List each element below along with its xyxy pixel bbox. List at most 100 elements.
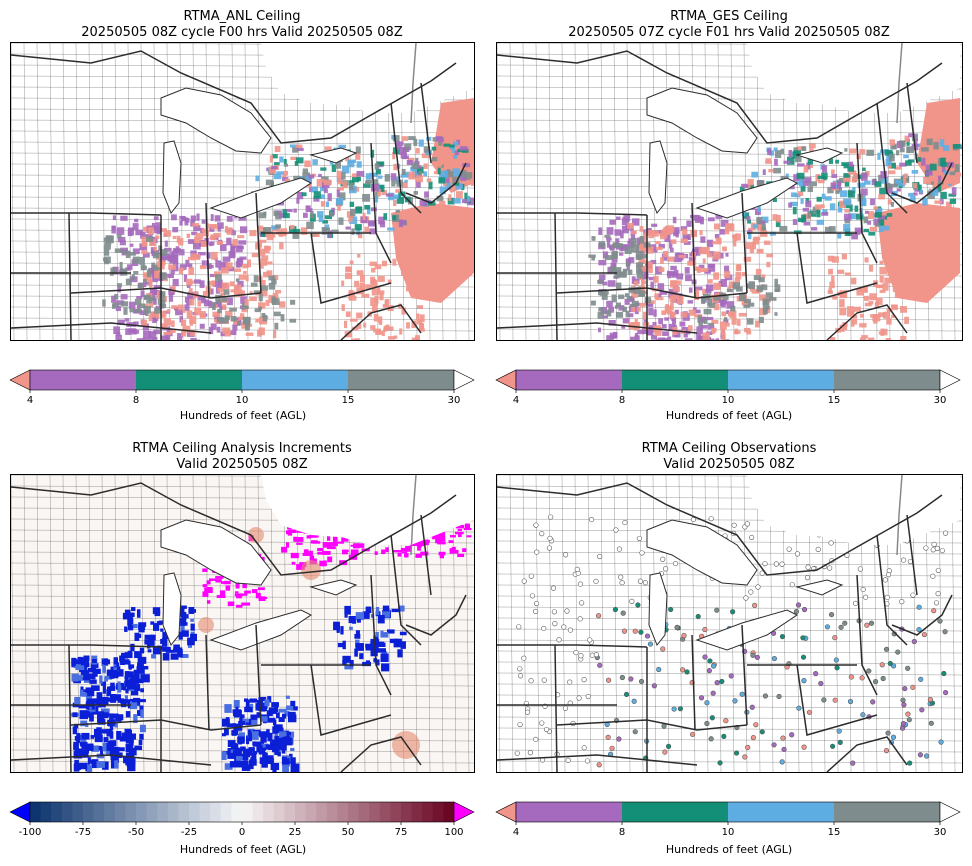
ceiling-cells-cell: [821, 193, 826, 200]
observation-station: [890, 734, 897, 740]
colorbar-over-triangle: [939, 369, 961, 391]
ceiling-cells-cell: [179, 220, 183, 226]
colorbar-increments-svg: -100 -75 -50 -25 0 25 50 75 100: [9, 801, 475, 838]
ceiling-cells-cell: [143, 278, 147, 283]
increment-negative-cell: [109, 740, 117, 747]
ceiling-cells-cell: [196, 213, 200, 221]
increment-positive-cell: [252, 589, 258, 594]
increment-positive-cell: [463, 527, 472, 531]
ceiling-cells-cell: [705, 317, 714, 321]
ceiling-cells-cell: [892, 286, 900, 292]
colorbar-anl: 4 8 10 15 30: [9, 369, 476, 406]
ceiling-cells-cell: [903, 267, 908, 272]
observation-station: [786, 546, 792, 552]
observation-station: [918, 676, 924, 682]
increment-negative-cell: [177, 649, 183, 658]
ceiling-cells-cell: [148, 302, 154, 308]
ceiling-cells-cell: [836, 186, 843, 193]
ceiling-cells-cell: [684, 267, 690, 274]
ceiling-cells-cell: [797, 146, 805, 151]
observation-station: [836, 728, 842, 734]
observation-station: [805, 564, 811, 570]
increment-negative-cell: [281, 749, 286, 754]
ceiling-cells-cell: [697, 315, 703, 323]
ceiling-cells-cell: [280, 314, 285, 322]
ceiling-cells-cell: [885, 158, 892, 167]
colorbar-anl-label: Hundreds of feet (AGL): [179, 409, 307, 422]
ceiling-cells-cell: [276, 210, 282, 215]
ceiling-cells-cell: [949, 170, 957, 176]
ceiling-cells-cell: [289, 144, 298, 148]
ceiling-cells-cell: [292, 232, 300, 239]
ceiling-cells-cell: [302, 168, 309, 174]
increment-negative-cell: [234, 762, 244, 768]
ceiling-cells-cell: [772, 214, 778, 221]
ceiling-cells-cell: [378, 216, 385, 225]
ceiling-cells-cell: [235, 245, 243, 253]
increment-negative-cell: [290, 700, 296, 707]
ceiling-cells-cell: [942, 145, 950, 151]
increment-negative-cell: [400, 641, 406, 649]
ceiling-cells-cell: [139, 310, 148, 316]
increment-negative-cell: [377, 614, 385, 624]
county-line: [88, 43, 93, 340]
ceiling-cells-cell: [639, 225, 644, 232]
observation-station: [905, 665, 911, 671]
river-line: [896, 43, 903, 124]
county-line: [497, 738, 962, 742]
increment-negative-cell: [87, 673, 94, 677]
ceiling-cells-cell: [949, 198, 957, 204]
ceiling-cells-cell: [713, 223, 720, 230]
ceiling-cells-cell: [116, 283, 122, 288]
increment-positive-cell: [437, 541, 446, 545]
observation-station: [527, 750, 533, 756]
ceiling-cells-cell: [201, 260, 206, 268]
observation-station: [546, 545, 553, 551]
ceiling-cells-cell: [237, 235, 245, 239]
ceiling-cells-cell: [911, 169, 919, 174]
county-line: [127, 43, 132, 340]
increment-negative-cell: [109, 694, 117, 703]
observation-station: [556, 637, 562, 643]
ceiling-cells-cell: [742, 212, 750, 219]
increment-positive-cell: [466, 535, 472, 538]
ceiling-cells-cell: [216, 240, 224, 245]
colorbar-segment: [369, 802, 381, 822]
ceiling-cells-cell: [383, 325, 387, 332]
ceiling-cells-cell: [746, 216, 751, 221]
county-line: [535, 43, 540, 340]
ceiling-cells-cell: [284, 163, 289, 167]
ceiling-cells-cell: [847, 190, 855, 198]
increment-positive-cell: [317, 547, 324, 552]
ceiling-cells-cell: [630, 226, 634, 232]
observation-station: [902, 685, 908, 692]
ceiling-cells-cell: [172, 250, 179, 257]
observation-station: [710, 690, 716, 696]
increment-positive-cell: [294, 538, 304, 542]
ceiling-cells-cell: [152, 225, 160, 231]
colorbar-segment: [210, 802, 222, 822]
observation-station: [564, 608, 570, 614]
ceiling-cells-cell: [117, 319, 125, 325]
ceiling-cells-cell: [258, 306, 262, 311]
colorbar-ges: 4 8 10 15 30: [495, 369, 962, 406]
ceiling-cells-cell: [317, 211, 324, 218]
ceiling-cells-cell: [654, 330, 662, 336]
increment-negative-cell: [233, 699, 240, 708]
ceiling-cells-cell: [648, 307, 654, 316]
ceiling-cells-cell: [670, 302, 674, 311]
observation-station: [588, 516, 595, 523]
ceiling-cells-cell: [651, 223, 658, 227]
county-line: [497, 694, 962, 698]
ceiling-cells-cell: [357, 253, 361, 258]
increment-negative-cell: [80, 669, 85, 676]
ceiling-cells-cell: [370, 325, 376, 330]
county-line: [626, 475, 631, 772]
ceiling-cells-cell: [393, 335, 398, 339]
ceiling-cells-cell: [341, 165, 350, 174]
ceiling-cells-cell: [266, 261, 273, 265]
observation-station: [800, 635, 806, 641]
ceiling-cells-cell: [139, 303, 146, 309]
ceiling-cells-cell: [705, 289, 712, 294]
increment-negative-cell: [136, 710, 141, 717]
